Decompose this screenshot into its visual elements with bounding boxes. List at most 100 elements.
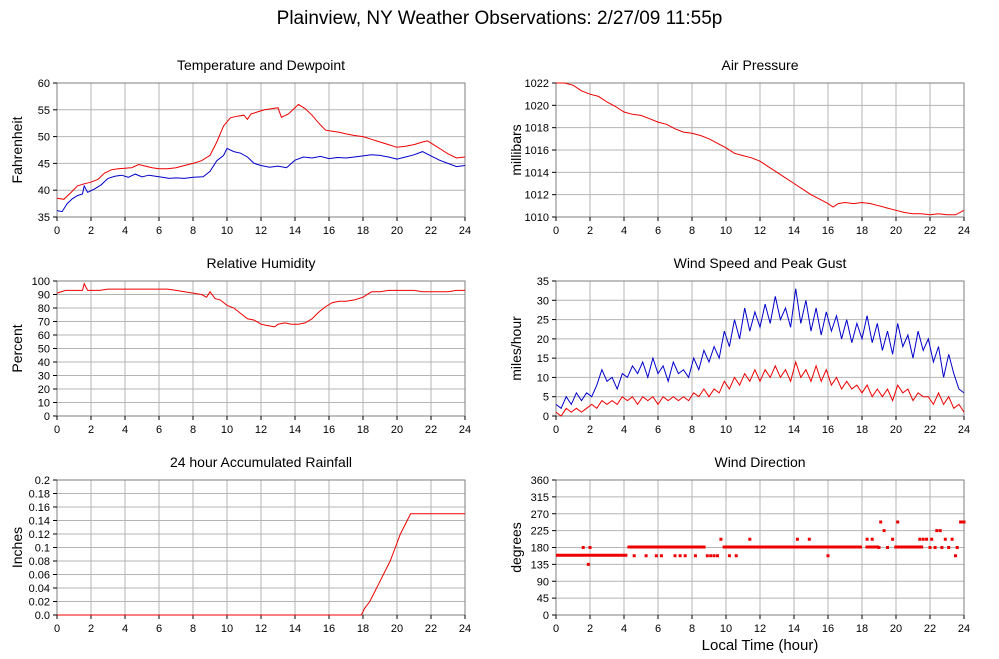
wind-direction-point: [891, 537, 895, 541]
y-tick-label: 0.1: [35, 543, 50, 555]
x-tick-label: 8: [689, 623, 695, 635]
y-tick-label: 30: [537, 295, 549, 307]
x-tick-label: 10: [221, 623, 233, 635]
series-line-red: [555, 360, 965, 417]
x-tick-label: 4: [122, 225, 128, 237]
x-tick-label: 0: [553, 225, 559, 237]
wind-direction-point: [659, 554, 663, 558]
y-tick-label: 1016: [525, 145, 549, 157]
y-tick-label: 0.0: [35, 610, 50, 622]
x-tick-label: 2: [88, 623, 94, 635]
y-tick-label: 1018: [525, 123, 549, 135]
wind-direction-point: [678, 554, 682, 558]
x-tick-label: 2: [88, 225, 94, 237]
series-line-red: [56, 103, 466, 200]
wind-direction-point: [865, 537, 869, 541]
wind-direction-point: [795, 537, 799, 541]
y-tick-label: 45: [38, 158, 50, 170]
y-tick-label: 50: [38, 132, 50, 144]
x-tick-label: 22: [425, 424, 437, 436]
wind-direction-point: [959, 520, 963, 524]
y-tick-label: 10: [537, 372, 549, 384]
x-tick-label: 12: [754, 424, 766, 436]
y-tick-label: 55: [38, 105, 50, 117]
x-tick-label: 22: [425, 623, 437, 635]
y-tick-label: 90: [537, 576, 549, 588]
y-tick-label: 0.2: [35, 475, 50, 487]
wind-direction-run: [865, 545, 879, 549]
wind-direction-point: [938, 529, 942, 533]
x-tick-label: 0: [553, 424, 559, 436]
x-tick-label: 8: [689, 424, 695, 436]
x-tick-label: 12: [255, 623, 267, 635]
wind-direction-point: [673, 554, 677, 558]
wind-direction-point: [870, 537, 874, 541]
x-tick-label: 0: [54, 424, 60, 436]
x-tick-label: 8: [689, 225, 695, 237]
y-tick-label: 20: [38, 384, 50, 396]
y-tick-label: 5: [543, 392, 549, 404]
x-tick-label: 16: [822, 424, 834, 436]
y-tick-label: 20: [537, 334, 549, 346]
x-tick-label: 20: [391, 225, 403, 237]
wind-direction-point: [705, 554, 709, 558]
x-tick-label: 0: [54, 623, 60, 635]
x-tick-label: 20: [890, 424, 902, 436]
x-tick-label: 10: [720, 424, 732, 436]
y-tick-label: 0.04: [29, 583, 50, 595]
x-tick-label: 10: [720, 623, 732, 635]
chart-title: Relative Humidity: [207, 255, 316, 271]
wind-direction-point: [940, 546, 944, 549]
y-axis-label: Inches: [9, 527, 25, 568]
x-tick-label: 2: [587, 623, 593, 635]
y-tick-label: 0.16: [29, 502, 50, 514]
series-line-blue: [555, 288, 965, 410]
y-tick-label: 225: [531, 526, 549, 538]
wind-direction-point: [581, 546, 585, 549]
x-tick-label: 8: [190, 225, 196, 237]
x-tick-label: 18: [357, 424, 369, 436]
x-tick-label: 8: [190, 424, 196, 436]
wind-direction-point: [960, 520, 964, 524]
x-tick-label: 22: [924, 225, 936, 237]
x-tick-label: 16: [323, 623, 335, 635]
x-tick-label: 18: [357, 225, 369, 237]
x-tick-label: 12: [255, 424, 267, 436]
x-tick-label: 0: [553, 623, 559, 635]
x-tick-label: 6: [156, 623, 162, 635]
x-tick-label: 24: [958, 225, 970, 237]
x-tick-label: 6: [655, 424, 661, 436]
y-tick-label: 0: [543, 411, 549, 423]
y-tick-label: 180: [531, 543, 549, 555]
x-tick-label: 12: [754, 225, 766, 237]
wind-direction-run: [556, 553, 628, 557]
x-tick-label: 4: [122, 623, 128, 635]
x-tick-label: 18: [357, 623, 369, 635]
y-tick-label: 50: [38, 344, 50, 356]
y-tick-label: 40: [38, 185, 50, 197]
x-tick-label: 18: [856, 623, 868, 635]
y-tick-label: 315: [531, 492, 549, 504]
wind-direction-point: [955, 546, 959, 549]
wind-direction-point: [896, 520, 900, 524]
y-tick-label: 1022: [525, 78, 549, 90]
y-tick-label: 0.18: [29, 489, 50, 501]
wind-direction-point: [877, 546, 881, 549]
x-tick-label: 20: [890, 225, 902, 237]
y-tick-label: 70: [38, 317, 50, 329]
x-tick-label: 24: [958, 623, 970, 635]
x-tick-label: 12: [754, 623, 766, 635]
y-tick-label: 100: [32, 276, 50, 288]
chart-title: Air Pressure: [721, 57, 798, 73]
x-tick-label: 4: [621, 225, 627, 237]
y-tick-label: 40: [38, 357, 50, 369]
y-tick-label: 1010: [525, 212, 549, 224]
wind-direction-point: [950, 537, 954, 541]
x-tick-label: 2: [587, 225, 593, 237]
wind-direction-point: [826, 554, 830, 558]
